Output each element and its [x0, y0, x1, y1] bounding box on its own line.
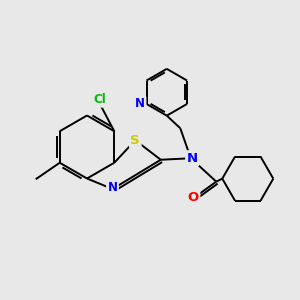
Text: Cl: Cl [93, 93, 106, 106]
Text: N: N [187, 152, 198, 165]
Text: O: O [188, 191, 199, 204]
Text: N: N [135, 98, 145, 110]
Text: N: N [107, 181, 118, 194]
Text: S: S [130, 134, 140, 147]
